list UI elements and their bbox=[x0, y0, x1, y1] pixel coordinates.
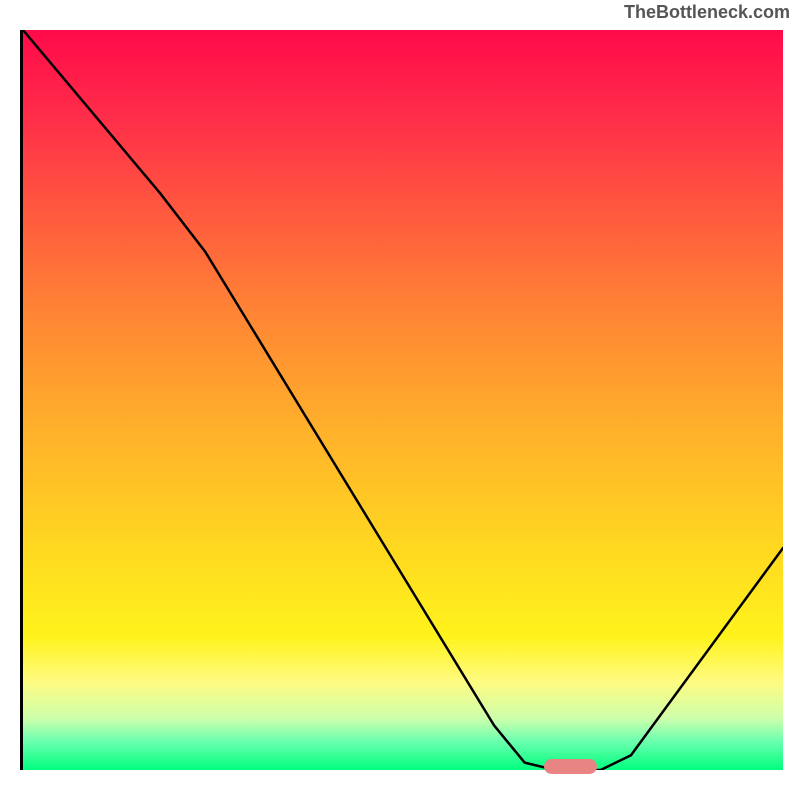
bottleneck-chart bbox=[20, 30, 780, 770]
bottleneck-curve bbox=[23, 30, 783, 770]
watermark-text: TheBottleneck.com bbox=[624, 2, 790, 23]
optimum-marker bbox=[544, 759, 597, 774]
